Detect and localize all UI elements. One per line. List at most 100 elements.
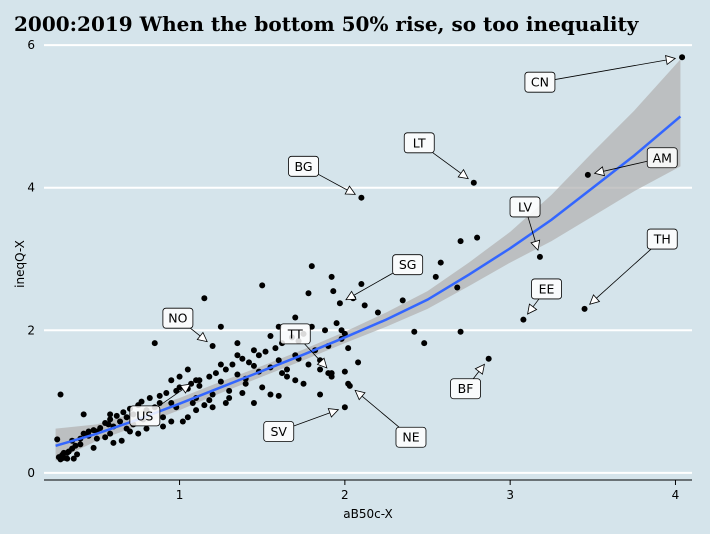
data-point — [74, 451, 81, 458]
annotation-label: SV — [270, 424, 287, 439]
data-point — [305, 361, 312, 368]
data-point — [179, 418, 186, 425]
data-point — [336, 300, 343, 307]
data-point — [206, 397, 213, 404]
chart-title: 2000:2019 When the bottom 50% rise, so t… — [14, 12, 639, 36]
annotation-box — [288, 155, 319, 177]
data-point — [209, 342, 216, 349]
y-axis-label: ineqQ-X — [13, 240, 27, 288]
data-point — [107, 411, 114, 418]
annotation-arrowhead — [474, 363, 485, 375]
annotation-lv: LV — [509, 196, 541, 252]
data-point — [201, 402, 208, 409]
data-point — [80, 411, 87, 418]
y-tick-label: 0 — [27, 466, 35, 480]
data-point — [222, 400, 229, 407]
annotation-arrow-line — [554, 58, 676, 80]
annotation-ne: NE — [354, 389, 427, 448]
annotation-label: NE — [402, 430, 419, 445]
data-point — [201, 295, 208, 302]
annotation-am: AM — [593, 147, 678, 177]
data-point — [123, 414, 130, 421]
annotation-tt: TT — [279, 323, 328, 369]
data-point — [358, 194, 365, 201]
data-point — [245, 359, 252, 366]
data-point — [292, 314, 299, 321]
data-point — [196, 382, 203, 389]
annotation-arrowhead — [527, 303, 538, 315]
annotation-arrowhead — [354, 389, 366, 401]
data-point — [222, 366, 229, 373]
data-point — [300, 380, 307, 387]
data-point — [305, 290, 312, 297]
data-point — [399, 297, 406, 304]
data-point — [308, 263, 315, 270]
data-point — [330, 288, 337, 295]
data-point — [193, 377, 200, 384]
data-point — [355, 359, 362, 366]
y-tick-label: 2 — [27, 323, 35, 337]
annotation-arrow-line — [354, 390, 400, 428]
annotation-sg: SG — [345, 254, 424, 301]
data-point — [234, 371, 241, 378]
annotation-label: TH — [653, 232, 671, 247]
data-point — [259, 384, 266, 391]
annotation-arrowhead — [665, 55, 677, 66]
annotation-box — [509, 196, 541, 218]
annotation-box — [129, 405, 161, 427]
annotation-arrowhead — [316, 357, 328, 369]
data-point — [275, 357, 282, 364]
data-point — [284, 366, 290, 373]
annotation-ee: EE — [527, 278, 562, 315]
data-point — [485, 355, 492, 362]
annotation-bf: BF — [450, 363, 485, 400]
data-point — [168, 377, 175, 384]
annotation-box — [403, 132, 435, 154]
data-point — [120, 409, 127, 416]
data-point — [317, 366, 324, 373]
data-point — [328, 273, 335, 280]
data-point — [333, 320, 340, 327]
annotation-label: LT — [413, 135, 426, 150]
data-point — [411, 328, 418, 335]
annotation-arrowhead — [327, 408, 340, 418]
data-points — [54, 54, 686, 463]
data-point — [93, 435, 100, 442]
data-point — [272, 345, 279, 352]
data-point — [229, 361, 236, 368]
data-point — [679, 54, 686, 61]
data-point — [217, 378, 224, 385]
data-point — [97, 424, 104, 431]
data-point — [143, 425, 150, 432]
annotation-box — [395, 426, 427, 448]
data-point — [457, 238, 464, 245]
x-tick-label: 4 — [672, 488, 680, 502]
data-point — [168, 400, 175, 407]
annotation-label: US — [136, 408, 153, 423]
data-point — [217, 361, 224, 368]
data-point — [421, 340, 428, 347]
data-point — [135, 430, 142, 437]
axes: 1 2 3 4 0 2 4 6 — [27, 38, 692, 502]
annotation-arrowhead — [179, 383, 192, 394]
annotation-label: EE — [539, 281, 555, 296]
y-tick-label: 4 — [27, 181, 35, 195]
annotation-label: SG — [399, 257, 417, 272]
data-point — [250, 362, 257, 369]
data-point — [110, 439, 117, 446]
data-point — [262, 348, 269, 355]
annotation-box — [279, 323, 311, 345]
annotation-label: NO — [168, 311, 187, 326]
data-point — [160, 423, 167, 430]
annotation-label: BG — [295, 159, 313, 174]
annotation-arrowhead — [589, 294, 601, 305]
annotation-label: CN — [531, 75, 549, 90]
data-point — [105, 421, 112, 428]
annotation-box — [646, 228, 678, 250]
data-point — [102, 434, 109, 441]
data-point — [176, 373, 183, 380]
x-tick-label: 1 — [176, 488, 184, 502]
data-point — [520, 316, 527, 323]
data-point — [341, 368, 348, 375]
